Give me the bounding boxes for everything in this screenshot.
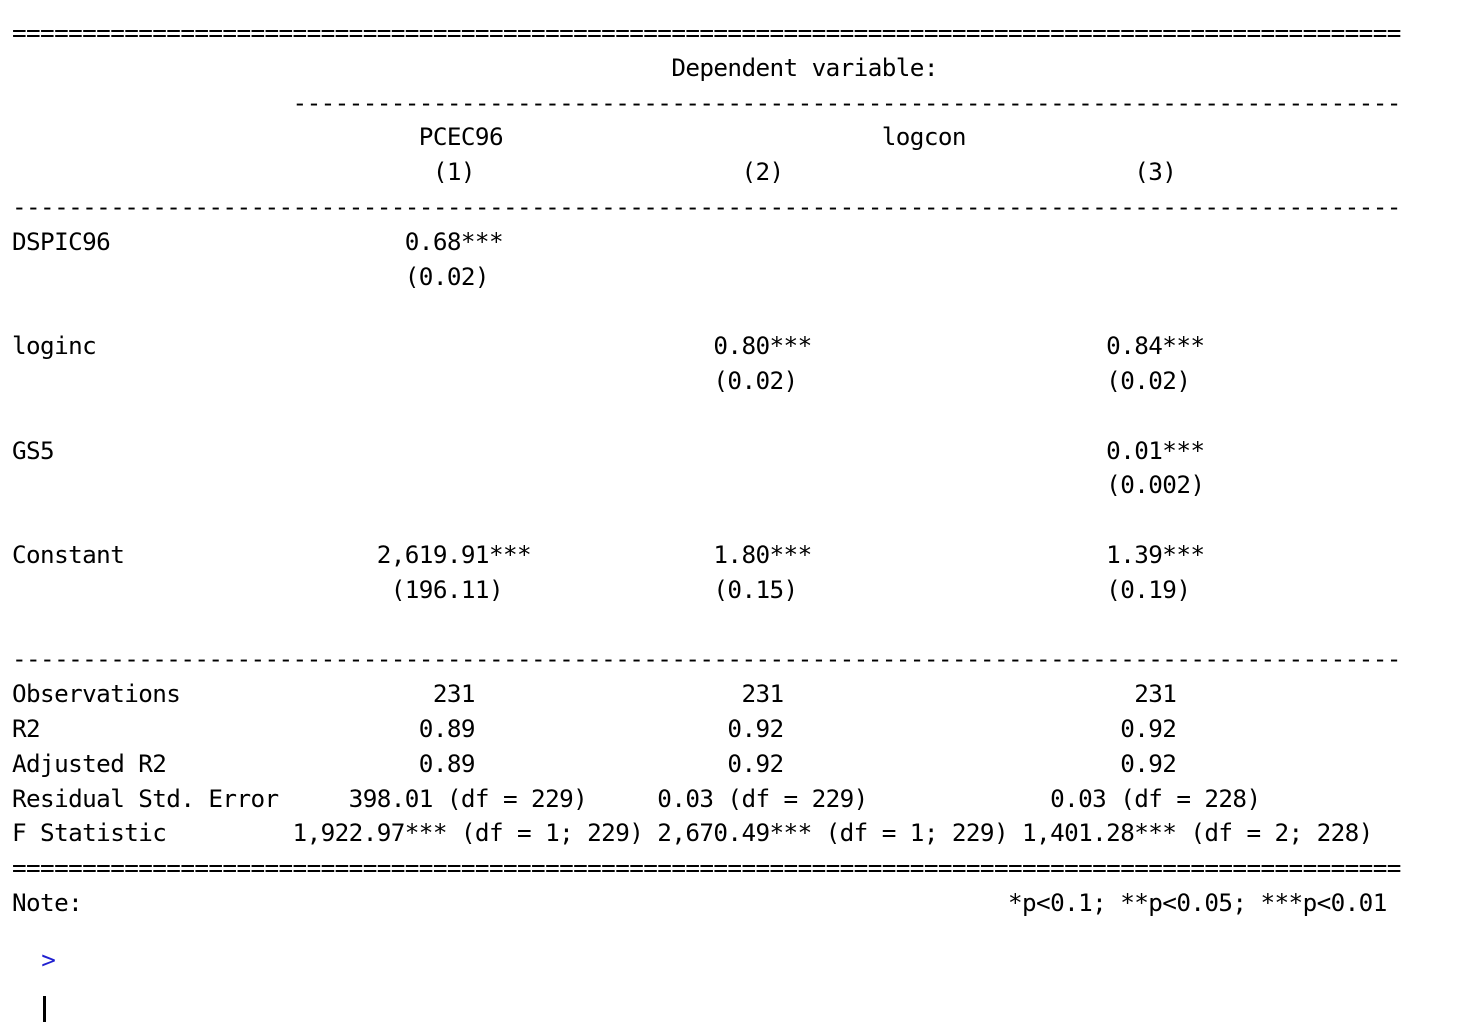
dependent-variable-underline: ----------------------------------------… [12, 87, 1402, 117]
row-constant-stderr: (196.11) (0.15) (0.19) [12, 574, 1387, 604]
row-gs5-stderr: (0.002) [12, 470, 1387, 500]
table-top-rule: ========================================… [12, 18, 1401, 47]
significance-note: Note: *p<0.1; **p<0.05; ***p<0.01 [12, 887, 1387, 917]
blank-line [12, 503, 1452, 538]
console-prompt[interactable]: > [12, 924, 56, 1022]
row-r2: R2 0.89 0.92 0.92 [12, 713, 1387, 743]
row-gs5-coefficient: GS5 0.01*** [12, 435, 1387, 465]
prompt-caret: > [41, 945, 56, 974]
row-residual-std-error: Residual Std. Error 398.01 (df = 229) 0.… [12, 783, 1387, 813]
row-dspic96-stderr: (0.02) [12, 261, 1401, 291]
r-console-output: ========================================… [12, 16, 1452, 921]
model-numbers: (1) (2) (3) [12, 157, 1387, 187]
blank-line [12, 608, 1452, 643]
row-f-statistic: F Statistic 1,922.97*** (df = 1; 229) 2,… [12, 818, 1373, 848]
dependent-variable-names: PCEC96 logcon [12, 122, 1387, 152]
header-separator: ----------------------------------------… [12, 191, 1401, 221]
table-bottom-rule: ========================================… [12, 853, 1401, 883]
blank-line [12, 294, 1452, 329]
row-adjusted-r2: Adjusted R2 0.89 0.92 0.92 [12, 748, 1387, 778]
text-cursor [43, 996, 47, 1022]
row-observations: Observations 231 231 231 [12, 679, 1387, 709]
dependent-variable-header: Dependent variable: [12, 52, 1401, 82]
row-loginc-stderr: (0.02) (0.02) [12, 365, 1387, 395]
stats-separator: ----------------------------------------… [12, 644, 1401, 674]
row-constant-coefficient: Constant 2,619.91*** 1.80*** 1.39*** [12, 539, 1387, 569]
row-dspic96-coefficient: DSPIC96 0.68*** [12, 226, 1387, 256]
blank-line [12, 399, 1452, 434]
row-loginc-coefficient: loginc 0.80*** 0.84*** [12, 331, 1387, 361]
